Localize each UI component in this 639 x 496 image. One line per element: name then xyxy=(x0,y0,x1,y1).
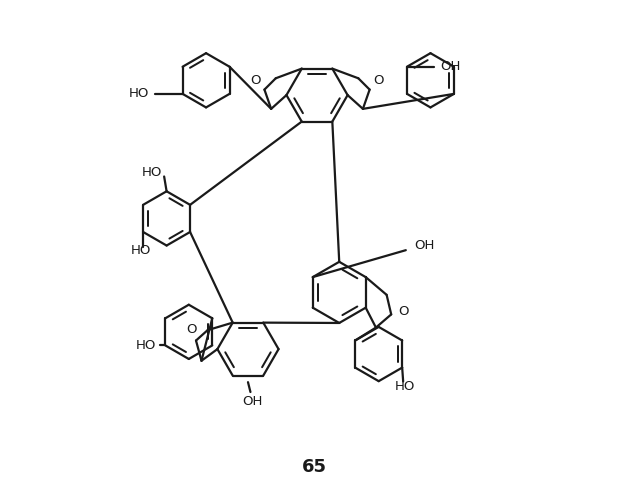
Text: O: O xyxy=(373,74,384,87)
Text: HO: HO xyxy=(141,166,162,179)
Text: HO: HO xyxy=(394,380,415,393)
Text: OH: OH xyxy=(243,395,263,408)
Text: 65: 65 xyxy=(302,458,327,477)
Text: O: O xyxy=(398,306,409,318)
Text: HO: HO xyxy=(136,339,157,352)
Text: HO: HO xyxy=(130,244,151,257)
Text: O: O xyxy=(250,74,261,87)
Text: OH: OH xyxy=(415,239,435,252)
Text: HO: HO xyxy=(129,87,150,100)
Text: OH: OH xyxy=(440,60,461,73)
Text: O: O xyxy=(186,323,196,336)
